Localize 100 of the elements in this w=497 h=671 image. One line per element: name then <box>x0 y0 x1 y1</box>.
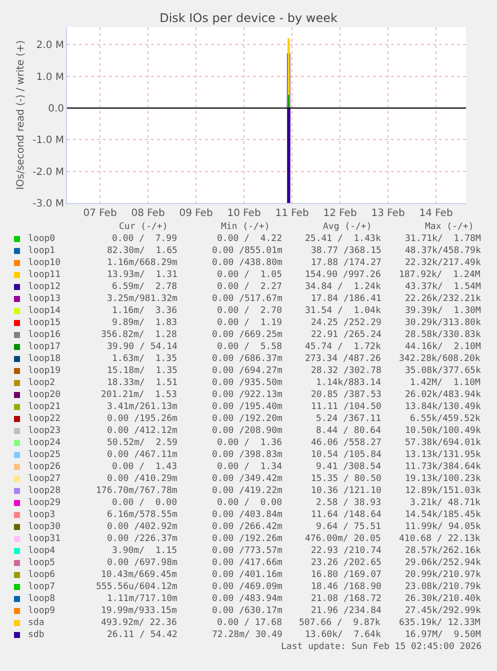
text: 356.82m/ 1.28 <box>101 330 177 340</box>
text: 0.00 /266.42m <box>212 522 282 532</box>
text: 201.21m/ 1.53 <box>101 390 177 400</box>
text: 154.90 /997.26 <box>305 270 381 280</box>
legend-label: sdb <box>28 630 44 640</box>
y-tick-label: 2.0 M <box>36 40 64 52</box>
text: 45.74 / 1.72k <box>305 342 382 352</box>
text: 15.18m/ 1.35 <box>107 366 178 376</box>
text: 1.16m/ 3.36 <box>112 306 178 316</box>
text: 34.84 / 1.24k <box>305 282 382 292</box>
text: 3.41m/261.13m <box>107 402 178 412</box>
text: 22.91 /265.24 <box>311 330 382 340</box>
legend-label: loop28 <box>28 486 61 496</box>
text: 0.00 /208.90m <box>212 426 282 436</box>
text: Avg (-/+) <box>323 222 372 232</box>
text: 28.57k/262.16k <box>405 546 482 556</box>
text: 16.97M/ 9.50M <box>405 630 482 640</box>
text: 8.44 / 80.64 <box>316 426 382 436</box>
text: 0.00 / 2.70 <box>217 306 282 316</box>
text: 10.43m/669.45m <box>101 570 177 580</box>
text: 25.41 / 1.43k <box>305 234 382 244</box>
legend-label: loop10 <box>28 258 61 268</box>
text: 18.46 /168.90 <box>311 582 382 592</box>
text: 28.32 /302.78 <box>311 366 382 376</box>
text: 0.00 / 17.68 <box>217 618 282 628</box>
y-tick-label: -3.0 M <box>32 198 64 210</box>
text: 635.19k/ 12.33M <box>399 618 481 628</box>
x-tick-label: 14 Feb <box>419 208 453 219</box>
text: 17.84 /186.41 <box>311 294 382 304</box>
text: 1.16m/668.29m <box>107 258 178 268</box>
text: 0.00 / 1.36 <box>217 438 282 448</box>
legend-label: loop24 <box>28 438 61 448</box>
text: 23.26 /202.65 <box>311 558 382 568</box>
text: 3.25m/981.32m <box>107 294 178 304</box>
text: 0.00 / 1.19 <box>217 318 282 328</box>
legend-label: loop31 <box>28 534 61 544</box>
text: 27.45k/292.99k <box>405 606 482 616</box>
text: 10.50k/100.49k <box>405 426 482 436</box>
text: 50.52m/ 2.59 <box>107 438 178 448</box>
legend-label: loop2 <box>28 378 56 388</box>
text: 43.37k/ 1.54M <box>405 282 482 292</box>
legend-label: loop26 <box>28 462 61 472</box>
text: 0.00 / 0.00 <box>217 498 282 508</box>
text: 26.11 / 54.42 <box>107 630 178 640</box>
text: 0.00 / 4.22 <box>217 234 282 244</box>
text: 44.16k/ 2.10M <box>405 342 482 352</box>
text: 342.28k/608.20k <box>399 354 481 364</box>
x-tick-label: 07 Feb <box>83 208 117 219</box>
text: 30.29k/313.80k <box>405 318 482 328</box>
text: 6.59m/ 2.78 <box>112 282 178 292</box>
text: 0.00 /630.17m <box>212 606 282 616</box>
text: 22.26k/232.21k <box>405 294 482 304</box>
text: 11.11 /104.50 <box>311 402 382 412</box>
text: 3.90m/ 1.15 <box>112 546 178 556</box>
text: 0.00 /401.16m <box>212 570 282 580</box>
text: Min (-/+) <box>221 222 270 232</box>
text: 2.58 / 38.93 <box>316 498 382 508</box>
text: 57.38k/694.01k <box>405 438 482 448</box>
text: 0.00 /402.92m <box>107 522 178 532</box>
legend-label: loop12 <box>28 282 61 292</box>
y-tick-label: -1.0 M <box>32 135 64 146</box>
legend-label: loop13 <box>28 294 61 304</box>
text: 22.93 /210.74 <box>311 546 382 556</box>
text: 0.00 /226.37m <box>107 534 178 544</box>
text: 6.55k/459.52k <box>410 414 482 424</box>
text: 13.60k/ 7.64k <box>305 630 382 640</box>
text: 0.00 / 7.99 <box>112 234 178 244</box>
text: 5.24 /367.11 <box>316 414 382 424</box>
text: 0.00 /935.50m <box>212 378 282 388</box>
text: 39.39k/ 1.30M <box>405 306 482 316</box>
text: 48.37k/458.79k <box>405 246 482 256</box>
text: Cur (-/+) <box>119 222 168 232</box>
text: 28.58k/330.83k <box>405 330 482 340</box>
text: 273.34 /487.26 <box>305 354 381 364</box>
text: 1.11m/717.10m <box>107 594 178 604</box>
text: 17.88 /174.27 <box>311 258 382 268</box>
text: 22.32k/217.49k <box>405 258 482 268</box>
legend-label: loop5 <box>28 558 56 568</box>
legend-label: loop23 <box>28 426 61 436</box>
text: 13.13k/131.95k <box>405 450 482 460</box>
legend-label: loop7 <box>28 582 56 592</box>
legend-label: loop19 <box>28 366 61 376</box>
legend-label: loop15 <box>28 318 61 328</box>
text: 0.00 / 0.00 <box>112 498 178 508</box>
text: 46.06 /558.27 <box>311 438 382 448</box>
text: 20.99k/210.97k <box>405 570 482 580</box>
text: 0.00 /419.22m <box>212 486 282 496</box>
text: 35.08k/377.65k <box>405 366 482 376</box>
text: 3.21k/ 48.71k <box>410 498 482 508</box>
legend-label: loop17 <box>28 342 61 352</box>
legend-label: loop25 <box>28 450 61 460</box>
x-tick-label: 12 Feb <box>323 208 357 219</box>
text: 11.99k/ 94.05k <box>405 522 482 532</box>
text: 6.16m/578.55m <box>107 510 178 520</box>
text: 26.30k/210.40k <box>405 594 482 604</box>
text: 39.90 / 54.14 <box>107 342 178 352</box>
legend-label: loop1 <box>28 246 56 256</box>
text: 31.54 / 1.04k <box>305 306 382 316</box>
text: 0.00 /697.98m <box>107 558 178 568</box>
text: 9.64 / 75.51 <box>316 522 382 532</box>
